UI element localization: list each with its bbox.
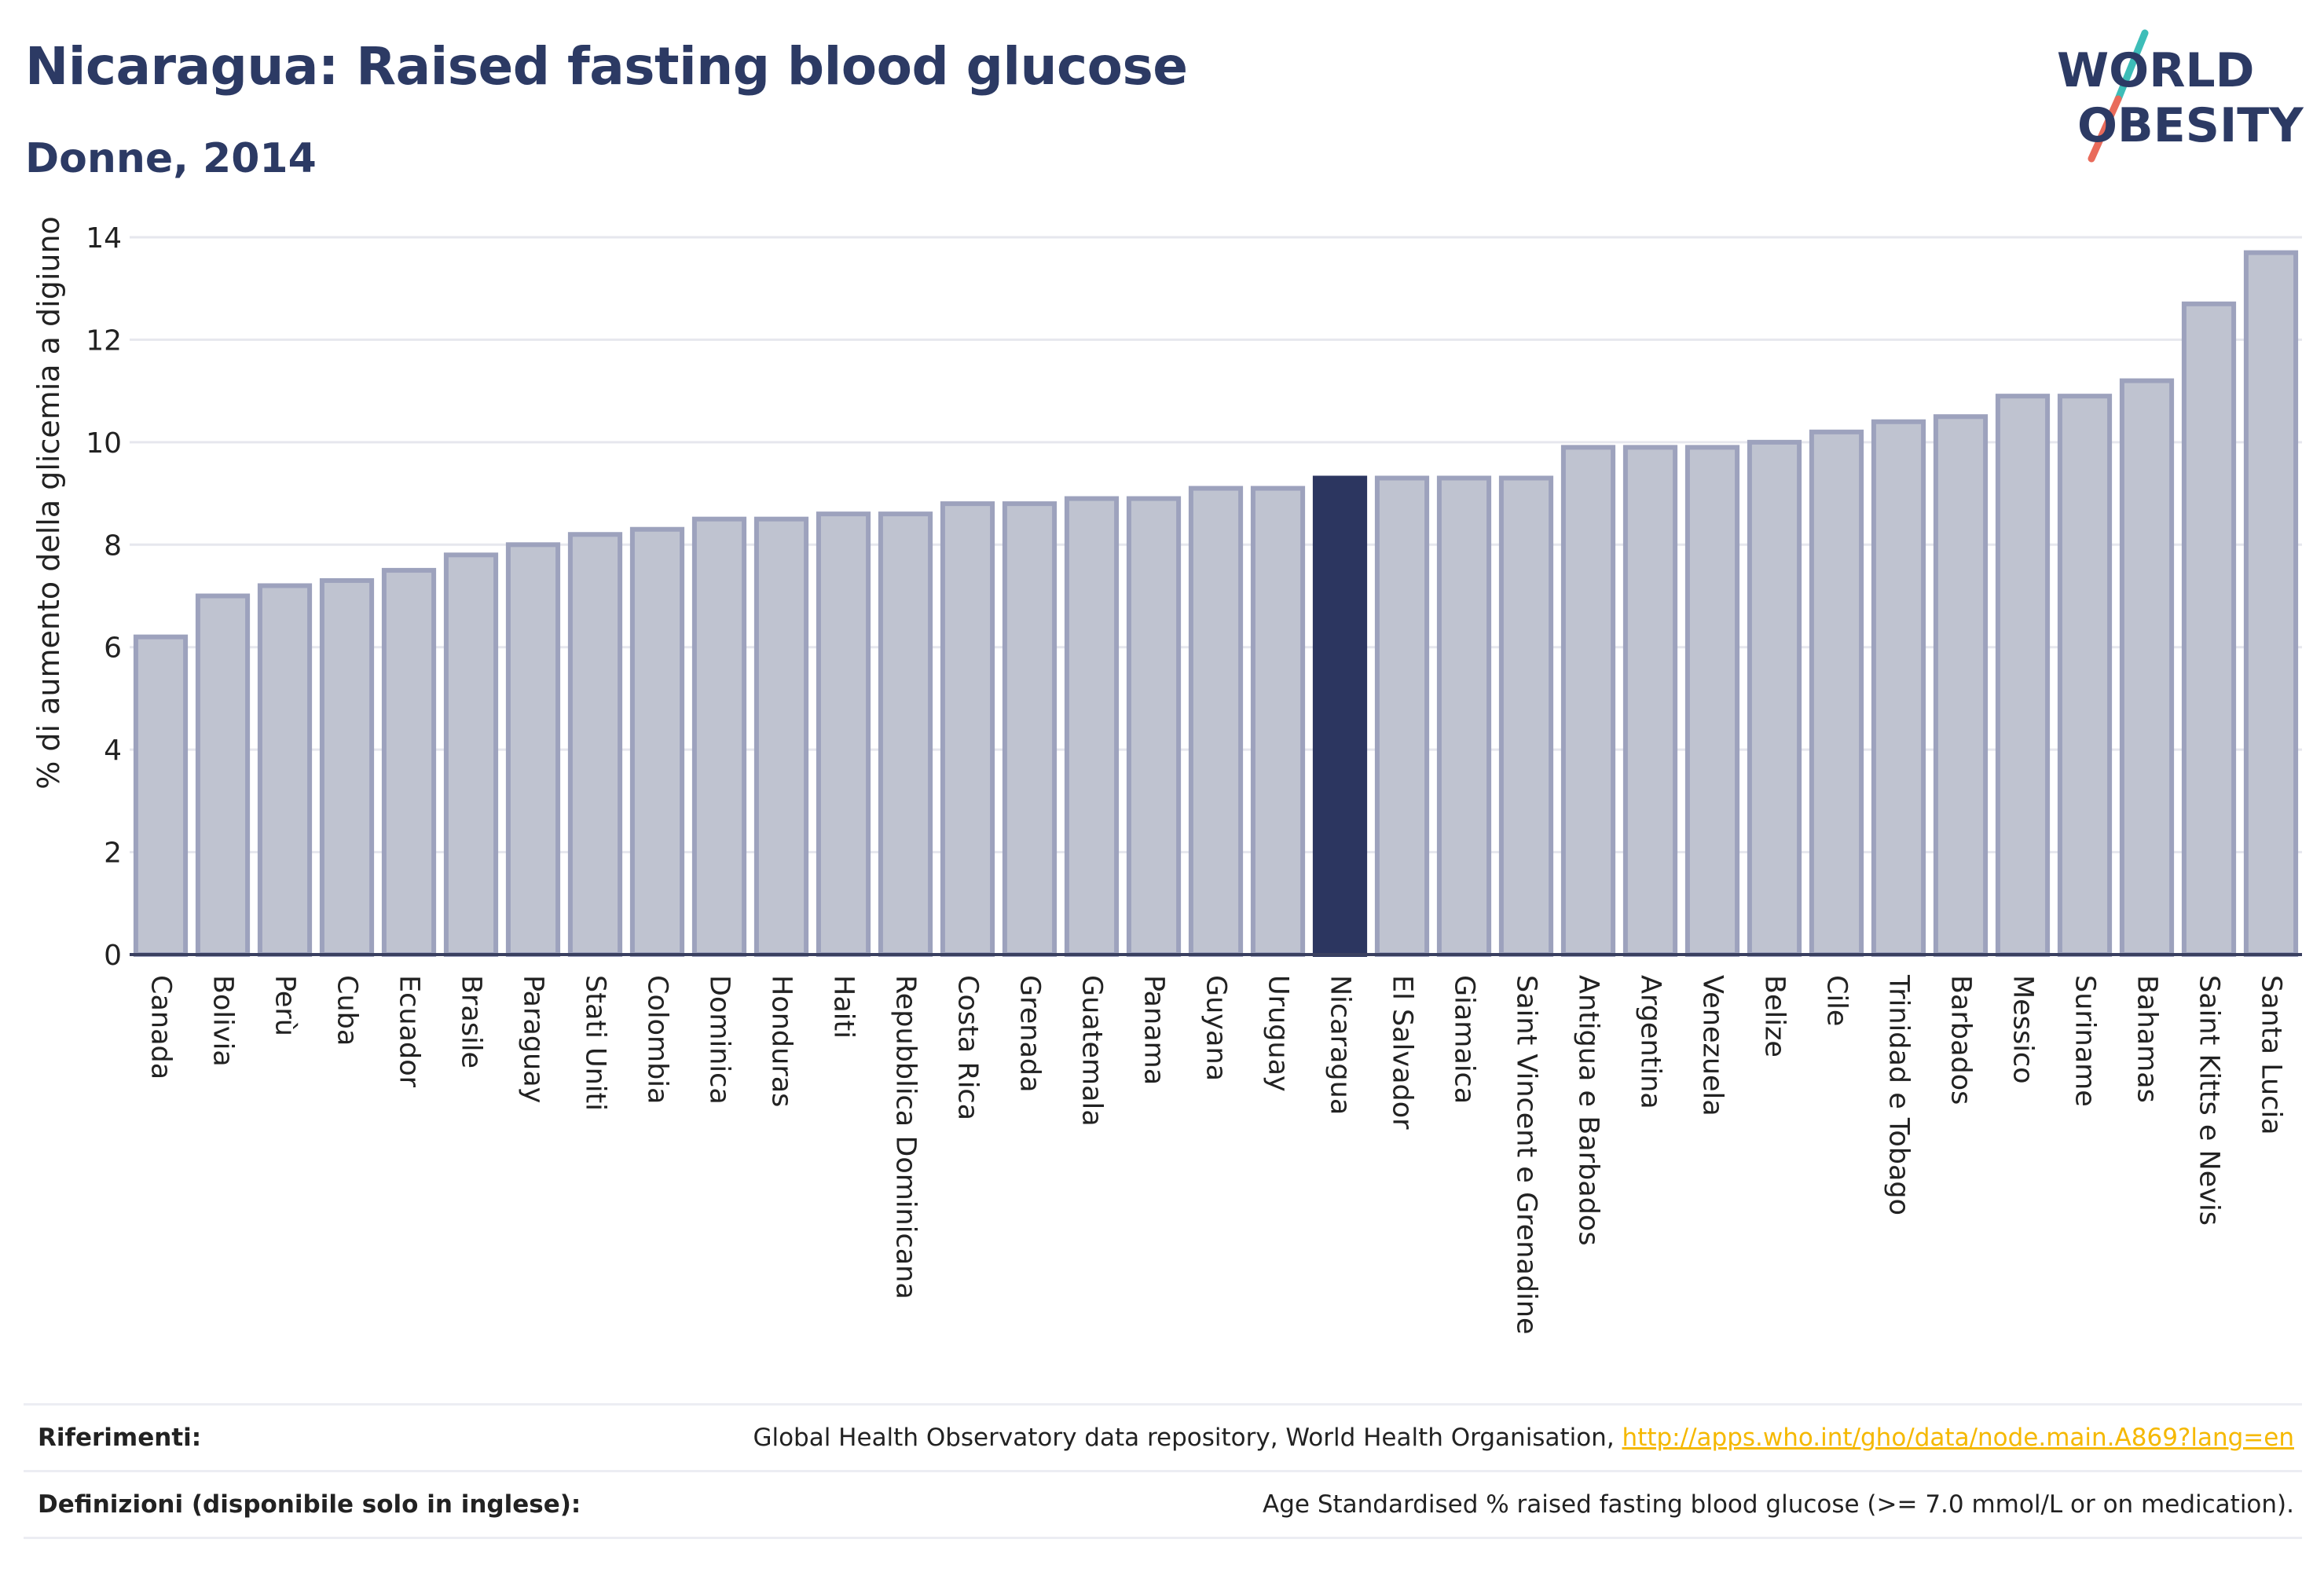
- x-tick-label: Antigua e Barbados: [1573, 975, 1604, 1246]
- x-tick-label: Perù: [269, 975, 301, 1036]
- logo-slash-top: [2114, 29, 2149, 103]
- bar: [1809, 429, 1864, 957]
- x-tick-label: Messico: [2007, 975, 2039, 1084]
- bar: [691, 516, 747, 957]
- bar: [1126, 496, 1182, 957]
- y-tick-label: 2: [104, 837, 122, 870]
- bar: [878, 511, 933, 957]
- x-tick-label: Guyana: [1200, 975, 1232, 1081]
- y-tick-label: 0: [104, 940, 122, 972]
- x-tick-label: Belize: [1759, 975, 1791, 1057]
- x-tick-label: Giamaica: [1449, 975, 1480, 1104]
- references-value: Global Health Observatory data repositor…: [753, 1424, 2302, 1452]
- logo-slash-bottom: [2088, 95, 2122, 163]
- bar: [257, 583, 313, 957]
- y-tick-label: 12: [86, 324, 122, 357]
- page-subtitle: Donne, 2014: [25, 135, 317, 182]
- y-tick-label: 6: [104, 632, 122, 665]
- axes: 0 2 4 6 8 10 12 14 Canada Bolivia Perù Cuba Ecuador B…: [86, 222, 2302, 1335]
- bar: [567, 532, 623, 957]
- bar: [505, 542, 561, 957]
- bar: [133, 634, 189, 958]
- bar-chart: 0 2 4 6 8 10 12 14 Canada Bolivia Perù Cuba Ecuador B…: [31, 216, 2302, 1335]
- x-tick-label: Uruguay: [1263, 975, 1294, 1092]
- references-row: Riferimenti: Global Health Observatory d…: [24, 1403, 2302, 1470]
- references-text: Global Health Observatory data repositor…: [753, 1424, 1622, 1452]
- bar: [816, 511, 871, 957]
- bar: [443, 552, 499, 957]
- x-tick-label: Guatemala: [1076, 975, 1108, 1127]
- bar: [1188, 486, 1244, 957]
- definitions-row: Definizioni (disponibile solo in inglese…: [24, 1470, 2302, 1539]
- x-tick-label: Saint Vincent e Grenadine: [1511, 975, 1542, 1335]
- bar: [2243, 250, 2299, 958]
- x-tick-label: Venezuela: [1697, 975, 1728, 1116]
- x-tick-label: Barbados: [1945, 975, 1977, 1105]
- footer: Riferimenti: Global Health Observatory d…: [24, 1403, 2302, 1539]
- x-tick-label: Bahamas: [2132, 975, 2163, 1103]
- x-tick-label: Trinidad e Tobago: [1883, 974, 1915, 1215]
- x-tick-label: Cuba: [332, 975, 363, 1046]
- bar: [629, 526, 685, 957]
- references-link[interactable]: http://apps.who.int/gho/data/node.main.A…: [1622, 1424, 2294, 1452]
- x-tick-label: Panama: [1138, 975, 1170, 1085]
- bar: [1995, 394, 2051, 957]
- x-tick-label: Nicaragua: [1325, 975, 1356, 1115]
- bar: [2057, 394, 2113, 957]
- y-tick-label: 10: [86, 427, 122, 460]
- x-tick-label: Saint Kitts e Nevis: [2194, 975, 2225, 1226]
- x-tick-label: Haiti: [828, 975, 860, 1039]
- bars: [133, 250, 2299, 958]
- x-tick-label: Paraguay: [518, 975, 549, 1103]
- bar: [319, 577, 375, 958]
- x-tick-label: Cile: [1821, 975, 1853, 1026]
- references-label: Riferimenti:: [38, 1424, 202, 1452]
- definitions-text: Age Standardised % raised fasting blood …: [1263, 1490, 2294, 1519]
- x-tick-label: Canada: [145, 975, 177, 1079]
- bar: [1436, 475, 1492, 957]
- x-tick-label: Santa Lucia: [2256, 975, 2287, 1135]
- bar: [381, 567, 437, 958]
- definitions-label: Definizioni (disponibile solo in inglese…: [38, 1490, 581, 1519]
- world-obesity-logo: WORLD OBESITY: [2057, 29, 2304, 163]
- x-tick-label: Repubblica Dominicana: [890, 975, 922, 1299]
- x-tick-label: Colombia: [642, 975, 673, 1104]
- bar: [1064, 496, 1120, 957]
- x-tick-label: Brasile: [456, 975, 487, 1068]
- x-tick-label: Argentina: [1635, 975, 1666, 1109]
- x-tick-label: El Salvador: [1387, 975, 1418, 1130]
- y-tick-label: 14: [86, 222, 122, 255]
- bar: [2119, 378, 2175, 958]
- x-tick-label: Costa Rica: [952, 975, 984, 1120]
- bar: [1250, 486, 1306, 957]
- bar: [1747, 439, 1802, 957]
- bar: [940, 501, 995, 957]
- bar: [753, 516, 809, 957]
- y-axis-label: % di aumento della glicemia a digiuno: [31, 216, 66, 790]
- bar: [1871, 419, 1926, 957]
- bar: [1374, 475, 1430, 957]
- x-tick-label: Honduras: [766, 975, 797, 1107]
- x-tick-label: Ecuador: [394, 975, 425, 1088]
- bar: [1622, 445, 1678, 957]
- bar: [2181, 301, 2237, 957]
- bar: [1933, 414, 1989, 957]
- x-tick-label: Dominica: [704, 975, 735, 1105]
- y-tick-label: 8: [104, 530, 122, 562]
- x-tick-label: Bolivia: [207, 975, 239, 1067]
- x-tick-label: Suriname: [2069, 975, 2101, 1107]
- bar-highlighted: [1312, 475, 1368, 957]
- logo-text-obesity: OBESITY: [2077, 98, 2304, 153]
- bar: [1002, 501, 1058, 957]
- x-tick-label: Stati Uniti: [580, 975, 611, 1111]
- page-title: Nicaragua: Raised fasting blood glucose: [25, 36, 1188, 97]
- y-tick-label: 4: [104, 735, 122, 767]
- bar: [1560, 445, 1616, 957]
- bar: [195, 593, 251, 957]
- x-tick-label: Grenada: [1014, 975, 1046, 1093]
- logo-text-world: WORLD: [2057, 43, 2254, 98]
- bar: [1684, 445, 1740, 957]
- bar: [1498, 475, 1554, 957]
